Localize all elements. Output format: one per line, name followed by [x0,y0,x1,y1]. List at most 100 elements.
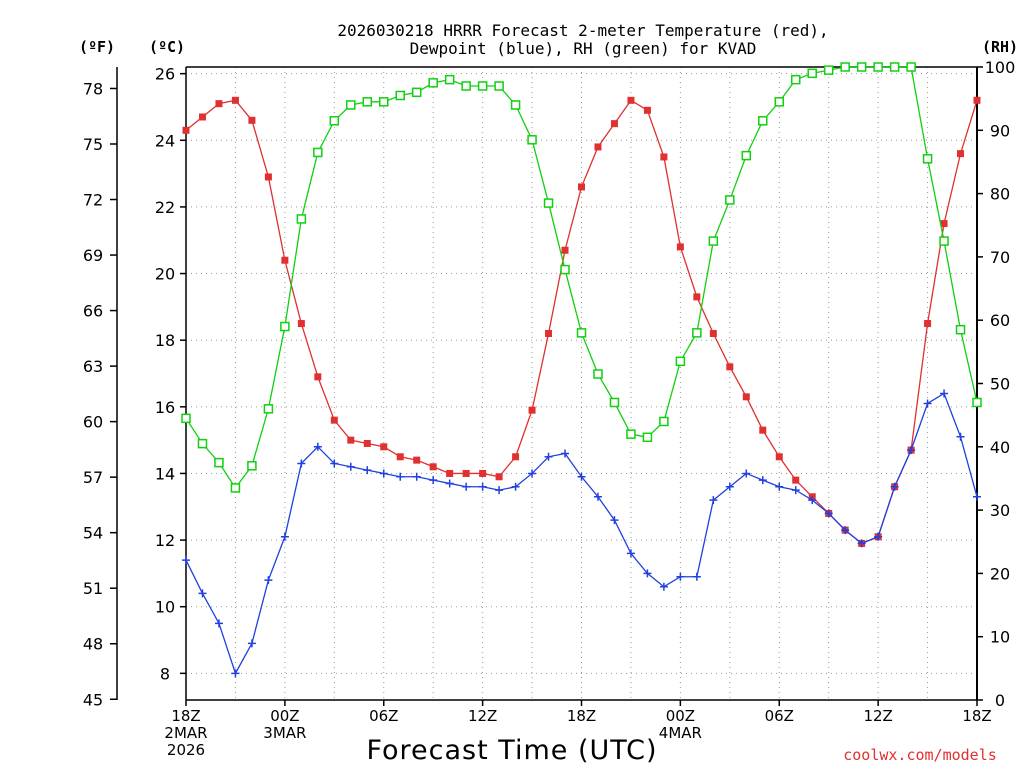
rh-tick-label: 70 [990,248,1010,267]
dewpoint-point [182,556,190,565]
dewpoint-point [709,496,718,505]
temperature-point [182,126,190,134]
temperature-point [413,456,421,464]
rh-point [889,62,900,72]
fahrenheit-tick-label: 69 [83,246,103,265]
series-rh [181,62,982,493]
rh-tick-label: 0 [995,691,1005,710]
celsius-tick-label: 16 [155,398,175,417]
temperature-point [693,293,701,301]
dewpoint-point [659,582,668,591]
rh-point [873,62,883,72]
axis-tick-labels: 8 10 12 14 16 18 20 22 24 26 45 48 51 54 57 60 63 66 69 72 7… [83,58,1015,759]
rh-point [510,100,521,110]
celsius-axis-unit: (ºC) [149,38,185,56]
rh-tick-label: 30 [990,501,1010,520]
rh-point [197,438,208,449]
rh-point [428,78,438,88]
temperature-point [446,469,454,477]
axes [110,66,983,706]
dewpoint-point [626,549,635,558]
rh-tick-label: 100 [985,58,1016,77]
temperature-point [660,153,668,161]
temperature-point [248,116,256,124]
dewpoint-point [742,469,751,478]
dewpoint-point [692,572,701,581]
temperature-point [347,436,355,444]
temperature-point [512,453,520,461]
dewpoint-point [198,589,207,598]
series-dewpoint-c [182,389,981,678]
rh-point [807,68,817,79]
dewpoint-point [297,459,306,468]
dewpoint-point [330,459,339,468]
chart-title-line-2: Dewpoint (blue), RH (green) for KVAD [410,39,757,58]
rh-point [379,97,389,107]
dewpoint-point [973,492,981,501]
series-line [185,392,978,675]
dewpoint-point [247,639,256,648]
temperature-point [759,426,767,434]
temperature-point [561,246,569,254]
rh-point [609,397,620,408]
temperature-point [973,96,981,104]
dewpoint-point [280,532,289,541]
dewpoint-point [495,486,504,495]
dewpoint-point [264,576,273,585]
rh-point [856,62,867,72]
rh-point [972,397,982,408]
rh-point [280,321,290,332]
rh-point [181,413,191,424]
temperature-point [198,113,206,121]
rh-point [939,236,949,246]
rh-tick-label: 10 [990,628,1010,647]
celsius-tick-label: 18 [155,331,175,350]
x-tick-label: 3MAR [263,724,306,742]
rh-point [395,90,405,101]
dewpoint-point [313,442,322,451]
fahrenheit-tick-label: 54 [83,524,103,543]
rh-tick-label: 60 [990,311,1010,330]
dewpoint-point [791,486,800,495]
rh-point [906,62,916,72]
rh-point [477,81,488,91]
rh-point [543,198,554,208]
dewpoint-point [890,482,899,491]
x-tick-label: 4MAR [659,724,702,742]
rh-point [790,74,801,85]
celsius-tick-label: 8 [160,664,170,683]
temperature-point [726,363,734,371]
dewpoint-point [758,476,767,485]
dewpoint-point [577,472,586,481]
rh-point [741,150,752,161]
temperature-point [363,439,371,447]
x-tick-label: 06Z [765,707,794,725]
dewpoint-point [396,472,405,481]
dewpoint-point [429,476,438,485]
dewpoint-point [808,496,817,505]
fahrenheit-tick-label: 75 [83,135,103,154]
grid-lines [186,67,977,700]
rh-point [576,328,587,338]
rh-point [758,116,768,126]
data-series [181,62,982,678]
dewpoint-point [363,466,372,475]
temperature-point [314,373,322,381]
temperature-point [578,183,585,191]
dewpoint-point [379,469,388,478]
rh-point [708,236,719,246]
celsius-tick-label: 14 [155,464,175,483]
rh-point [642,432,653,443]
rh-point [527,135,537,145]
rh-tick-label: 40 [990,438,1010,457]
x-tick-label: 00Z [270,707,299,725]
dewpoint-point [610,516,619,525]
dewpoint-point [593,492,602,501]
rh-point [313,147,323,158]
temperature-point [957,150,965,158]
rh-point [461,81,471,91]
rh-point [296,214,307,224]
rh-tick-label: 80 [990,185,1010,204]
dewpoint-point [824,509,833,518]
